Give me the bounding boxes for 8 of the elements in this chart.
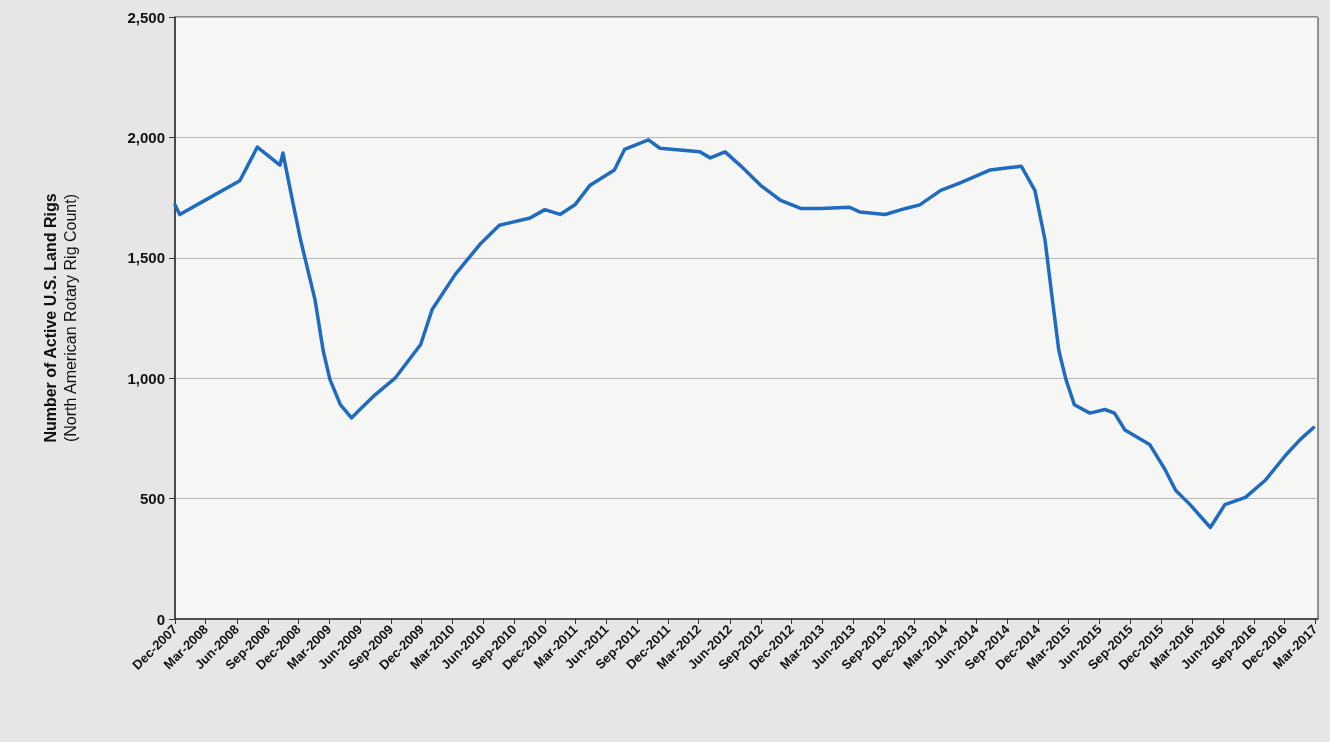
y-tick-label: 2,500 [127,8,165,26]
y-tick-label: 1,000 [127,369,165,387]
y-tick-label: 500 [139,490,165,508]
y-tick-label: 1,500 [127,249,165,267]
y-tick-label: 2,000 [127,128,165,146]
y-axis-title: Number of Active U.S. Land Rigs (North American Rotary Rig Count) [41,193,79,443]
line-series [173,138,1316,530]
y-tick-label: 0 [156,610,165,628]
